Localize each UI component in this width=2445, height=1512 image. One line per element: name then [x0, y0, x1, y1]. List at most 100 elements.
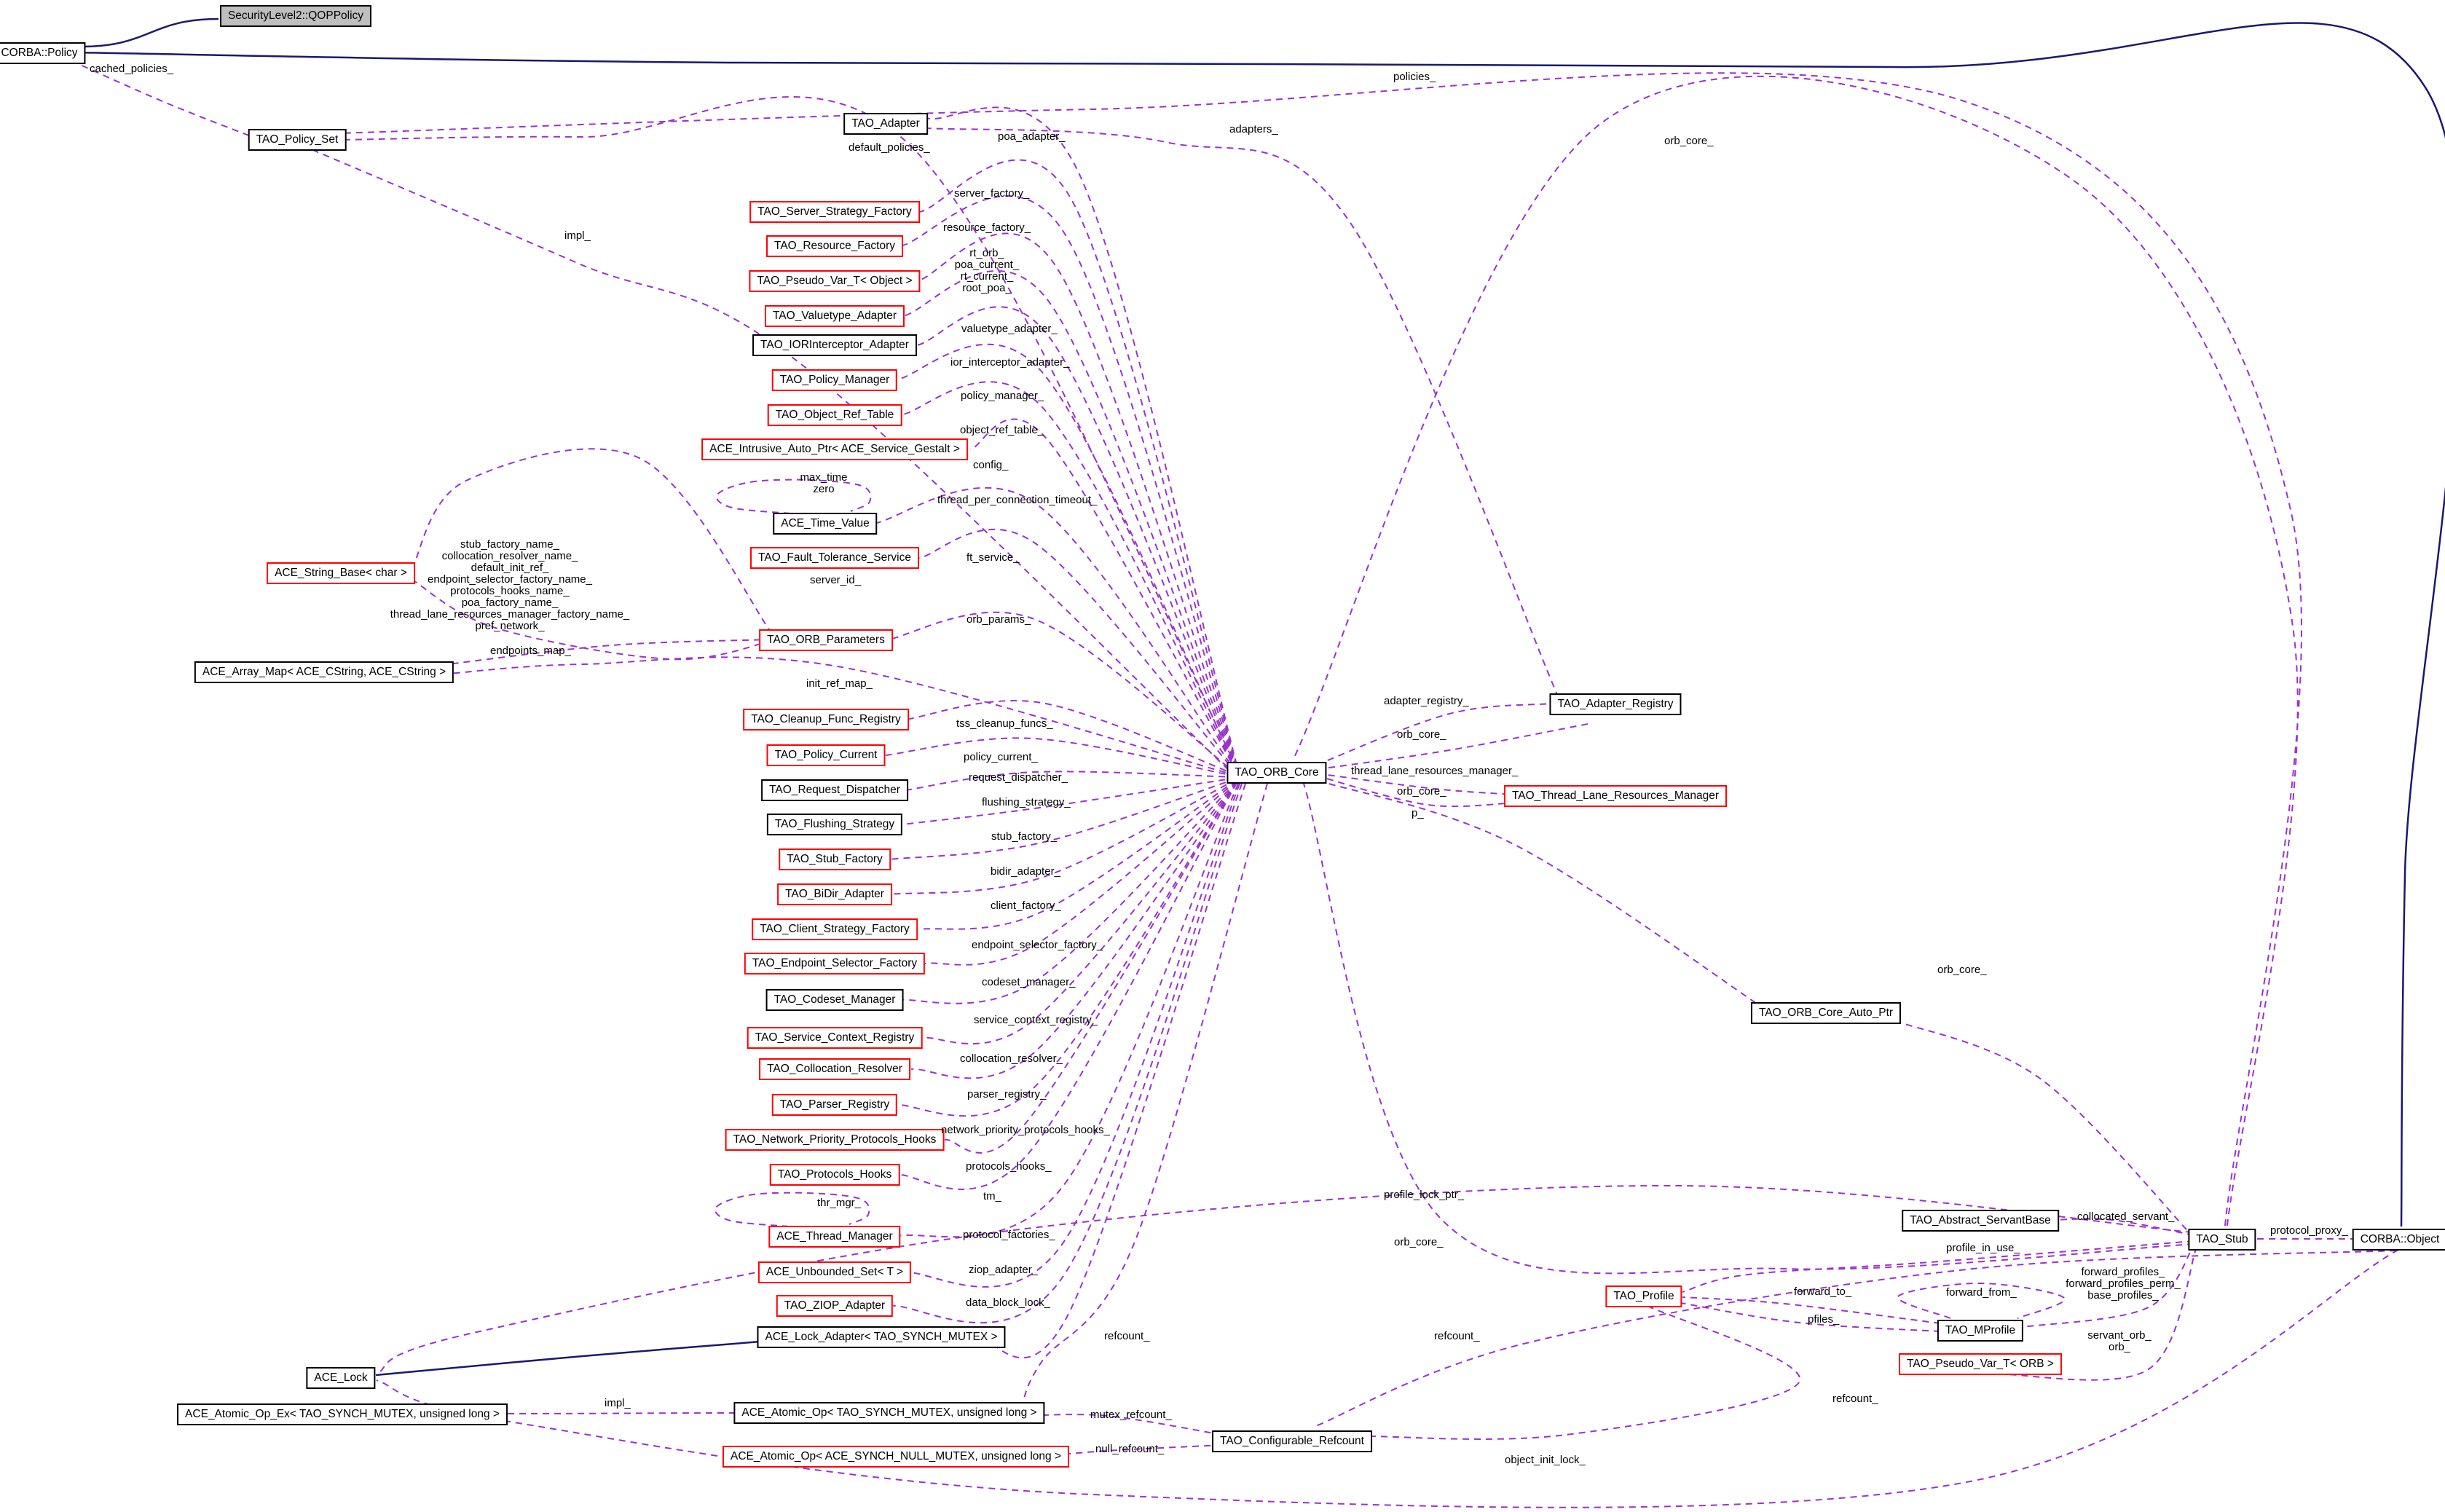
edge-label-line: null_refcount_: [1095, 1443, 1165, 1455]
edge-collocation-resolver: [910, 781, 1237, 1079]
class-node-policy-current[interactable]: TAO_Policy_Current: [766, 744, 886, 766]
edge-label-line: orb_: [2108, 1341, 2131, 1353]
edge-label-valuetype-adapter-l: valuetype_adapter_: [961, 323, 1058, 335]
class-node-orb-core-auto-ptr[interactable]: TAO_ORB_Core_Auto_Ptr: [1750, 1002, 1902, 1024]
class-node-atomic-op-mutex[interactable]: ACE_Atomic_Op< TAO_SYNCH_MUTEX, unsigned…: [733, 1402, 1045, 1424]
class-node-protocols-hooks[interactable]: TAO_Protocols_Hooks: [769, 1164, 900, 1186]
class-node-array-map[interactable]: ACE_Array_Map< ACE_CString, ACE_CString …: [194, 661, 454, 683]
edge-label-line: thread_per_connection_timeout_: [937, 494, 1098, 506]
class-node-lock-adapter[interactable]: ACE_Lock_Adapter< TAO_SYNCH_MUTEX >: [757, 1326, 1006, 1348]
edge-label-p: p_: [1412, 808, 1424, 819]
edge-label-policy-current-l: policy_current_: [964, 752, 1038, 763]
class-node-thread-manager[interactable]: ACE_Thread_Manager: [768, 1226, 901, 1248]
class-node-iorinterceptor-adapter[interactable]: TAO_IORInterceptor_Adapter: [752, 334, 917, 356]
class-node-unbounded-set[interactable]: ACE_Unbounded_Set< T >: [757, 1261, 912, 1283]
class-node-bidir-adapter[interactable]: TAO_BiDir_Adapter: [777, 883, 892, 905]
class-node-policy-set[interactable]: TAO_Policy_Set: [248, 129, 347, 151]
edge-label-policy-manager-l: policy_manager_: [961, 390, 1044, 402]
class-node-codeset-manager[interactable]: TAO_Codeset_Manager: [765, 989, 904, 1011]
class-node-configurable-refcount[interactable]: TAO_Configurable_Refcount: [1212, 1430, 1372, 1452]
edge-label-line: poa_adapter_: [998, 130, 1066, 143]
class-node-collocation-resolver[interactable]: TAO_Collocation_Resolver: [759, 1058, 910, 1080]
edge-label-orb-core-c: orb_core_: [1397, 786, 1446, 798]
edge-label-line: pref_network_: [475, 620, 545, 632]
edge-label-line: service_context_registry_: [974, 1014, 1098, 1026]
edge-label-line: parser_registry_: [967, 1088, 1047, 1100]
class-node-server-strategy-factory[interactable]: TAO_Server_Strategy_Factory: [749, 201, 920, 223]
class-node-corba-policy[interactable]: CORBA::Policy: [0, 42, 86, 64]
edge-label-init-ref-map: init_ref_map_: [806, 678, 873, 690]
edge-refcount-c: [1366, 1305, 1801, 1440]
class-node-client-strategy-factory[interactable]: TAO_Client_Strategy_Factory: [752, 918, 918, 940]
edge-label-line: endpoint_selector_factory_: [972, 939, 1103, 951]
edge-protocol-factories: [902, 783, 1240, 1288]
edge-tss-cleanup: [905, 700, 1237, 776]
class-node-network-priority-protocols-hooks[interactable]: TAO_Network_Priority_Protocols_Hooks: [725, 1129, 945, 1151]
class-node-stub-factory[interactable]: TAO_Stub_Factory: [779, 848, 891, 870]
class-node-ace-lock[interactable]: ACE_Lock: [306, 1367, 376, 1389]
class-node-orb-parameters[interactable]: TAO_ORB_Parameters: [759, 629, 893, 651]
edge-label-line: object_ref_table_: [960, 424, 1044, 436]
edge-label-line: base_profiles_: [2087, 1289, 2159, 1302]
class-node-resource-factory[interactable]: TAO_Resource_Factory: [766, 235, 903, 257]
edge-label-servant-block: servant_orb_ orb_: [2087, 1330, 2151, 1353]
edge-label-orb-core-d: orb_core_: [1937, 964, 1987, 976]
class-node-thread-lane-resources-manager[interactable]: TAO_Thread_Lane_Resources_Manager: [1503, 785, 1728, 807]
edge-label-line: tss_cleanup_funcs_: [956, 717, 1053, 730]
class-node-orb-core[interactable]: TAO_ORB_Core: [1227, 762, 1327, 784]
edge-ziop-adapter: [888, 783, 1243, 1324]
class-node-string-base[interactable]: ACE_String_Base< char >: [267, 562, 415, 584]
edge-policy-current: [885, 737, 1237, 777]
edge-label-forward-to: forward_to_: [1794, 1286, 1851, 1298]
class-node-pseudo-var-orb[interactable]: TAO_Pseudo_Var_T< ORB >: [1899, 1353, 2062, 1375]
class-node-adapter-registry[interactable]: TAO_Adapter_Registry: [1549, 693, 1682, 715]
class-node-request-dispatcher[interactable]: TAO_Request_Dispatcher: [761, 779, 908, 801]
edge-label-cached-policies: cached_policies_: [90, 63, 173, 75]
class-node-intrusive-auto-ptr[interactable]: ACE_Intrusive_Auto_Ptr< ACE_Service_Gest…: [701, 438, 968, 460]
edge-label-collocation-resolver-l: collocation_resolver_: [960, 1053, 1063, 1065]
edge-label-line: forward_from_: [1946, 1286, 2017, 1299]
edge-label-orb-core-top: orb_core_: [1664, 135, 1714, 147]
edge-label-line: rt_current_: [960, 270, 1014, 283]
edge-label-line: endpoint_selector_factory_name_: [428, 573, 592, 586]
edge-label-object-init-lock: object_init_lock_: [1505, 1454, 1586, 1466]
edge-label-line: cached_policies_: [90, 63, 174, 75]
edge-default-policies: [339, 96, 1237, 768]
edge-label-maxtime-block: max_time zero: [800, 472, 847, 495]
class-node-corba-object[interactable]: CORBA::Object: [2352, 1229, 2445, 1251]
class-node-mprofile[interactable]: TAO_MProfile: [1937, 1320, 2024, 1342]
class-node-ziop-adapter[interactable]: TAO_ZIOP_Adapter: [776, 1295, 894, 1317]
class-node-cleanup-func-registry[interactable]: TAO_Cleanup_Func_Registry: [743, 709, 909, 731]
class-node-pseudo-var-object[interactable]: TAO_Pseudo_Var_T< Object >: [749, 270, 921, 292]
edge-label-impl-top: impl_: [564, 230, 591, 242]
edge-label-line: collocation_resolver_: [960, 1052, 1063, 1065]
class-node-atomic-op-null[interactable]: ACE_Atomic_Op< ACE_SYNCH_NULL_MUTEX, uns…: [722, 1446, 1070, 1468]
edge-init-ref-map: [447, 656, 1237, 776]
class-node-atomic-op-ex[interactable]: ACE_Atomic_Op_Ex< TAO_SYNCH_MUTEX, unsig…: [177, 1403, 508, 1425]
edge-label-parser-registry-l: parser_registry_: [967, 1089, 1046, 1100]
class-node-object-ref-table[interactable]: TAO_Object_Ref_Table: [767, 404, 902, 426]
edge-forward-to: [1682, 1296, 1941, 1324]
edge-stub-factory: [888, 778, 1237, 860]
class-node-service-context-registry[interactable]: TAO_Service_Context_Registry: [747, 1027, 923, 1049]
edge-label-pfiles: pfiles_: [1808, 1314, 1839, 1326]
class-node-fault-tolerance-service[interactable]: TAO_Fault_Tolerance_Service: [750, 547, 919, 569]
edge-label-object-ref-table-l: object_ref_table_: [960, 425, 1044, 436]
edge-label-flushing-strategy-l: flushing_strategy_: [982, 797, 1071, 808]
class-node-valuetype-adapter[interactable]: TAO_Valuetype_Adapter: [764, 305, 905, 327]
edge-policy-manager: [894, 343, 1237, 771]
class-node-adapter[interactable]: TAO_Adapter: [843, 113, 928, 135]
class-node-endpoint-selector-factory[interactable]: TAO_Endpoint_Selector_Factory: [744, 953, 926, 974]
edge-forward-from-loop: [1897, 1282, 2066, 1319]
class-node-tao-profile[interactable]: TAO_Profile: [1605, 1285, 1682, 1307]
edge-label-line: server_factory_: [954, 187, 1030, 200]
class-node-flushing-strategy[interactable]: TAO_Flushing_Strategy: [766, 814, 903, 835]
class-node-parser-registry[interactable]: TAO_Parser_Registry: [771, 1094, 898, 1116]
edge-label-line: profile_in_use_: [1946, 1242, 2020, 1254]
class-node-policy-manager[interactable]: TAO_Policy_Manager: [771, 369, 898, 391]
class-node-tao-stub[interactable]: TAO_Stub: [2188, 1229, 2256, 1251]
edge-valuetype-adapter: [902, 270, 1237, 770]
class-node-abstract-servantbase[interactable]: TAO_Abstract_ServantBase: [1902, 1210, 2059, 1232]
edge-label-refcount-a: refcount_: [1104, 1331, 1150, 1342]
class-node-time-value[interactable]: ACE_Time_Value: [773, 513, 878, 535]
